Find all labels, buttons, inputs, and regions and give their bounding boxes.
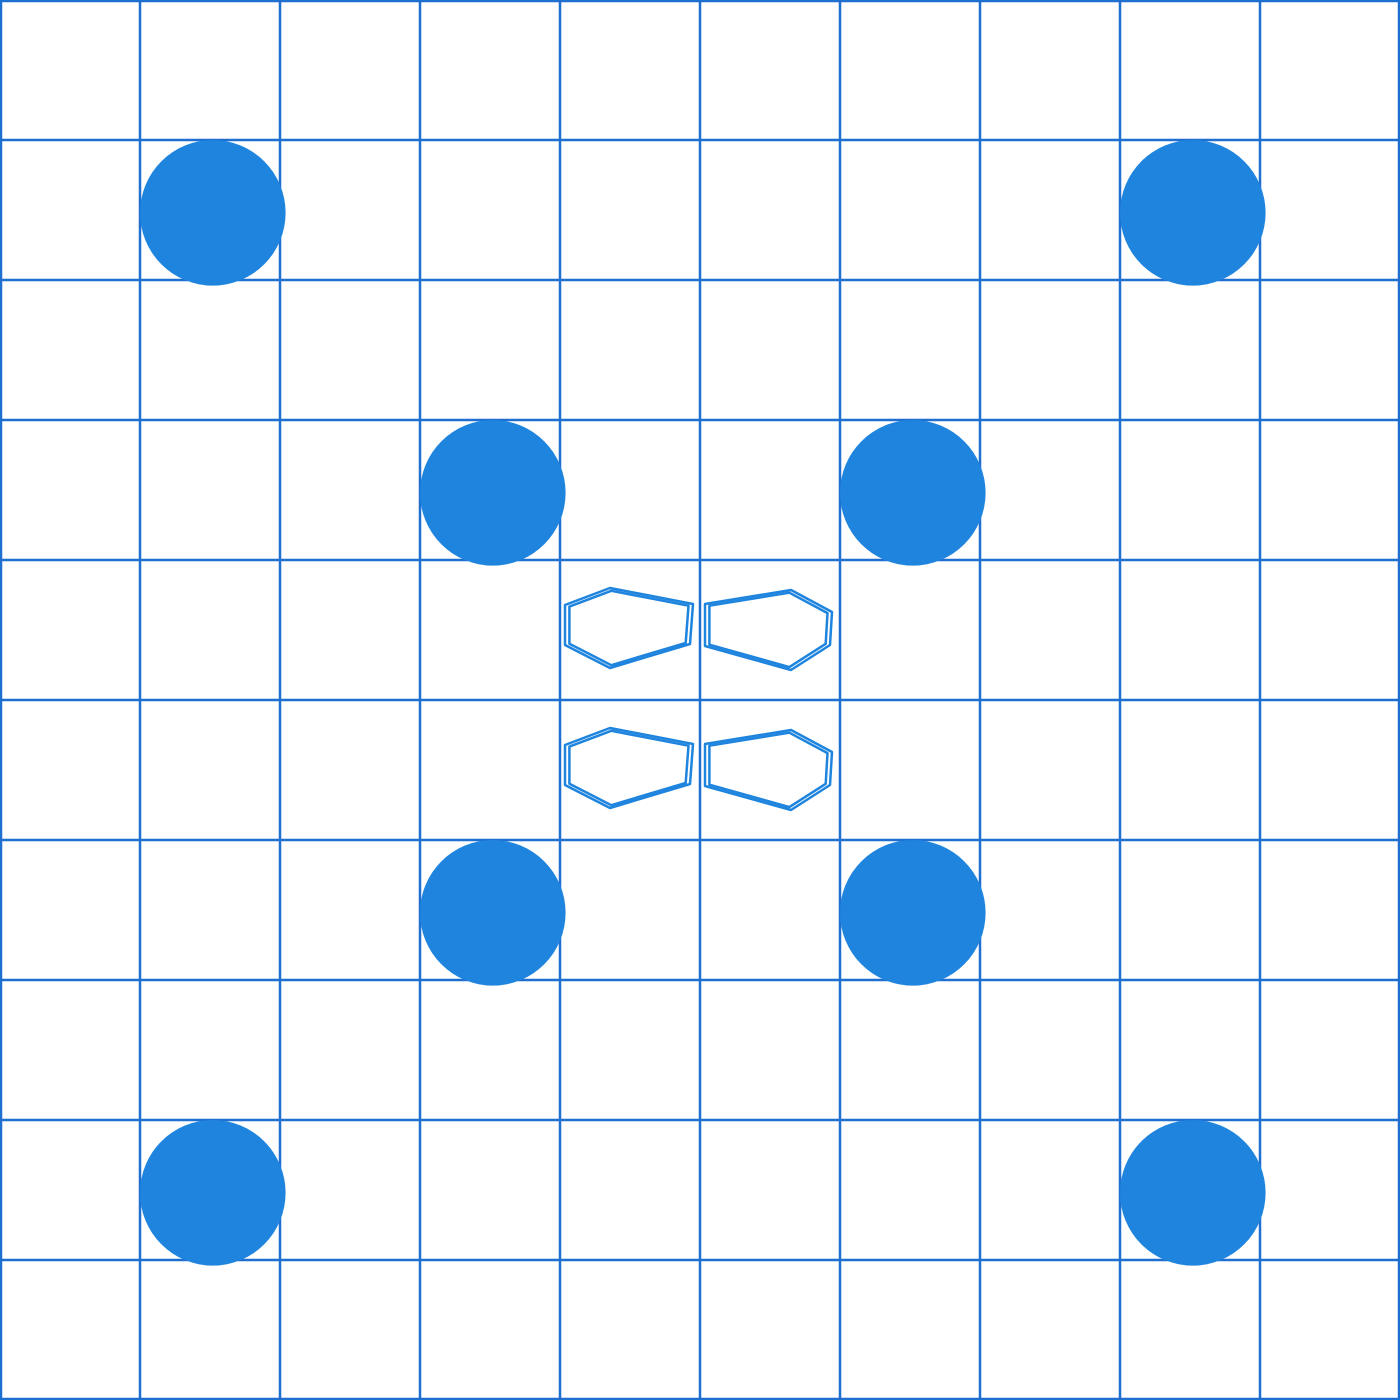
marker-outline	[703, 588, 834, 672]
stone[interactable]	[840, 840, 986, 986]
center-marker-left[interactable]	[563, 726, 695, 810]
stone[interactable]	[420, 840, 566, 986]
stone[interactable]	[420, 420, 566, 566]
marker-outline	[568, 589, 690, 667]
stone[interactable]	[1120, 140, 1266, 286]
marker-outline	[568, 729, 690, 807]
stone[interactable]	[840, 420, 986, 566]
marker-outline	[563, 586, 695, 670]
stone[interactable]	[140, 140, 286, 286]
center-marker-right[interactable]	[703, 588, 834, 672]
marker-outline	[563, 726, 695, 810]
stones-layer	[140, 140, 1266, 1266]
stone[interactable]	[140, 1120, 286, 1266]
center-marker-left[interactable]	[563, 586, 695, 670]
stone[interactable]	[1120, 1120, 1266, 1266]
marker-outline	[703, 728, 834, 812]
center-marker-right[interactable]	[703, 728, 834, 812]
marker-outline	[708, 731, 829, 809]
center-markers-layer	[563, 586, 834, 812]
marker-outline	[708, 591, 829, 669]
